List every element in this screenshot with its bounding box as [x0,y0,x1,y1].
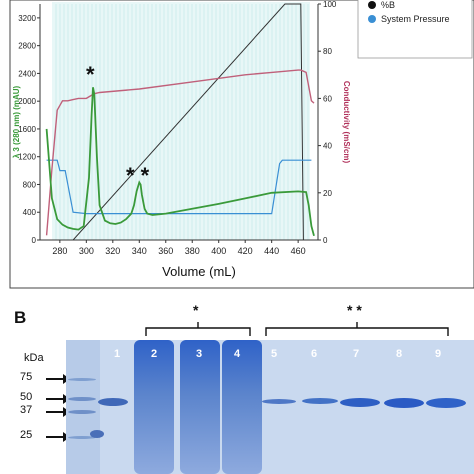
y-axis-left-label: λ 3 (280 nm) (mAU) [12,85,21,158]
lane-label-2: 2 [150,348,158,360]
x-tick-label: 460 [291,246,306,256]
y-left-tick-label: 1600 [18,125,36,134]
y-right-tick-label: 0 [323,236,328,245]
y-left-tick-label: 2400 [18,69,36,78]
lane3-smear [180,340,220,474]
marker-arrow-50 [46,394,70,404]
legend-marker-system-pressure [368,15,376,23]
x-tick-label: 340 [132,246,147,256]
lane2-smear [134,340,174,474]
kda-label: kDa [24,352,44,364]
series-conductivity [45,69,315,236]
y-left-tick-label: 800 [23,180,37,189]
annotation-double-star: * * [126,163,150,188]
bracket-single-star: * [193,302,199,318]
y-right-tick-label: 100 [323,0,337,9]
lane-label-5: 5 [270,348,278,360]
lane-label-9: 9 [434,348,442,360]
chromatogram-chart: 280 300 320 340 360 380 400 420 440 4600400800120… [9,0,474,289]
lane-label-1: 1 [113,348,121,360]
y-right-tick-label: 60 [323,94,332,103]
ladder-band [68,436,96,439]
y-left-tick-label: 0 [32,236,37,245]
lane4-smear [222,340,262,474]
x-tick-label: 380 [185,246,200,256]
y-left-tick-label: 3200 [18,14,36,23]
marker-arrow-37 [46,407,70,417]
lane-label-3: 3 [195,348,203,360]
y-right-tick-label: 80 [323,47,332,56]
lane-label-7: 7 [352,348,360,360]
legend-label-system-pressure: System Pressure [381,14,450,24]
y-right-tick-label: 20 [323,189,332,198]
legend: %B System Pressure [357,0,473,59]
panel-letter-b: B [14,308,27,327]
marker-25: 25 [20,429,33,441]
ladder-lane [66,340,100,474]
legend-label-percent-b: %B [381,0,395,10]
gel-brackets [145,322,449,336]
lane-label-4: 4 [233,348,241,360]
marker-50: 50 [20,391,33,403]
series-uv-280 [45,87,315,237]
y-right-tick-label: 40 [323,142,332,151]
x-axis-label: Volume (mL) [162,264,236,279]
legend-box [357,0,473,59]
marker-37: 37 [20,404,33,416]
lane1-band [98,398,128,406]
series-system-pressure [46,159,312,215]
y-left-tick-label: 400 [23,208,37,217]
bracket-double-star: * * [347,302,362,318]
y-left-tick-label: 2800 [18,42,36,51]
y-axis-right-label: Conductivity (mS/cm) [342,81,351,164]
axes [37,3,321,243]
lane-label-8: 8 [395,348,403,360]
x-tick-label: 300 [79,246,94,256]
lane-label-6: 6 [310,348,318,360]
x-tick-label: 280 [52,246,67,256]
lane9-band [426,398,466,408]
bracket-lanes-2-4 [145,322,251,336]
y-left-tick-label: 1200 [18,153,36,162]
gel-panel: B * * * kDa 75 50 37 25 1 2 3 4 5 6 7 8 … [0,300,474,474]
lane5-band [262,399,296,404]
x-tick-label: 360 [158,246,173,256]
x-tick-label: 440 [264,246,279,256]
marker-arrow-75 [46,374,70,384]
lane1-low-band [90,430,104,438]
series-layer [45,3,315,241]
lane6-band [302,398,338,404]
labels-layer: 280 300 320 340 360 380 400 420 440 4600400800120… [12,0,351,279]
x-tick-label: 320 [105,246,120,256]
gel-image [66,340,474,474]
marker-75: 75 [20,371,33,383]
legend-marker-percent-b [368,1,376,9]
ladder-band [68,410,96,414]
lane7-band [340,398,380,407]
x-tick-label: 400 [211,246,226,256]
marker-arrow-25 [46,432,70,442]
ladder-band [68,397,96,401]
bracket-lanes-5-9 [265,322,449,336]
ladder-band [68,378,96,381]
lane8-band [384,398,424,408]
series-percent-b [46,3,304,241]
fraction-lines [55,4,309,240]
x-tick-label: 420 [238,246,253,256]
y-left-tick-label: 2000 [18,97,36,106]
annotation-single-star: * [86,62,95,87]
